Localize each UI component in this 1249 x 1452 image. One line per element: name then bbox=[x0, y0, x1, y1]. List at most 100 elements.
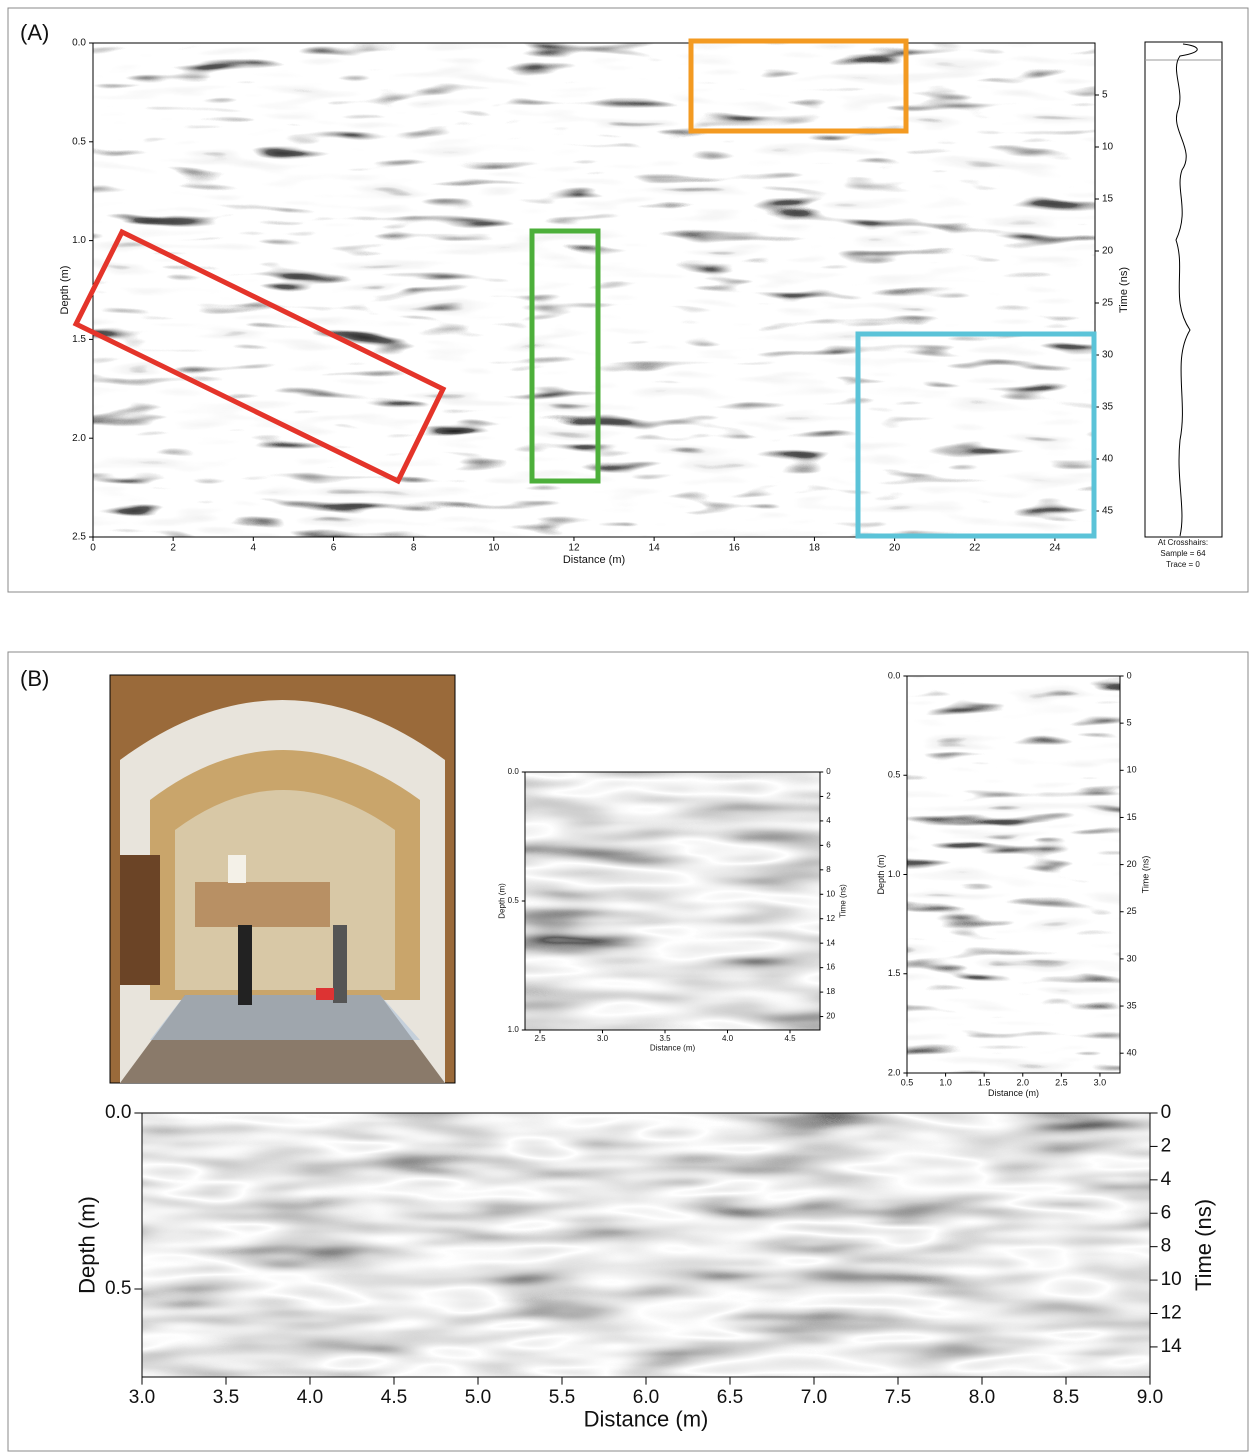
x-tick-label: 2.0 bbox=[1017, 1077, 1030, 1087]
y-tick-label: 0.0 bbox=[105, 1102, 131, 1123]
x-tick-label: 9.0 bbox=[1137, 1387, 1163, 1408]
y-tick-label: 0.5 bbox=[72, 136, 86, 147]
x-tick-label: 5.5 bbox=[549, 1387, 575, 1408]
y-tick-label: 0.5 bbox=[508, 896, 520, 905]
x-tick-label: 0.5 bbox=[901, 1077, 914, 1087]
x-tick-label: 8.5 bbox=[1053, 1387, 1079, 1408]
y-tick-label: 2.0 bbox=[72, 433, 86, 444]
x-tick-label: 0 bbox=[90, 543, 96, 554]
x-tick-label: 3.5 bbox=[659, 1034, 671, 1043]
trace-note: Trace = 0 bbox=[1166, 560, 1200, 569]
x-tick-label: 5.0 bbox=[465, 1387, 491, 1408]
x-tick-label: 4.0 bbox=[722, 1034, 734, 1043]
x-tick-label: 1.5 bbox=[978, 1077, 991, 1087]
y2-tick-label: 0 bbox=[826, 767, 831, 776]
y-tick-label: 0.5 bbox=[888, 770, 901, 780]
photo bbox=[110, 675, 455, 1083]
x-tick-label: 2.5 bbox=[534, 1034, 546, 1043]
radargram-image bbox=[142, 1113, 1150, 1377]
y2-tick-label: 8 bbox=[1161, 1236, 1172, 1257]
x-tick-label: 3.0 bbox=[597, 1034, 609, 1043]
x-tick-label: 24 bbox=[1049, 543, 1061, 554]
y-tick-label: 1.0 bbox=[508, 1025, 520, 1034]
y2-tick-label: 12 bbox=[826, 914, 835, 923]
y2-axis-label: Time (ns) bbox=[1191, 1199, 1216, 1291]
trace-panel bbox=[1145, 42, 1222, 537]
y-tick-label: 2.5 bbox=[72, 532, 86, 543]
trace-note: At Crosshairs: bbox=[1158, 538, 1208, 547]
y2-tick-label: 4 bbox=[826, 816, 831, 825]
y-axis-label: Depth (m) bbox=[59, 266, 71, 315]
x-tick-label: 16 bbox=[729, 543, 741, 554]
y2-tick-label: 45 bbox=[1102, 506, 1114, 517]
x-tick-label: 6 bbox=[331, 543, 337, 554]
x-axis-label: Distance (m) bbox=[563, 554, 625, 566]
x-tick-label: 14 bbox=[649, 543, 661, 554]
figure: (A) (B) At Crosshairs: Sample = 64 Trace… bbox=[0, 0, 1249, 1452]
y2-tick-label: 10 bbox=[1102, 142, 1114, 153]
x-tick-label: 3.5 bbox=[213, 1387, 239, 1408]
y2-axis-label: Time (ns) bbox=[1118, 267, 1130, 313]
x-tick-label: 1.0 bbox=[939, 1077, 952, 1087]
y-tick-label: 1.0 bbox=[888, 869, 901, 879]
x-tick-label: 2.5 bbox=[1055, 1077, 1068, 1087]
x-tick-label: 3.0 bbox=[1094, 1077, 1107, 1087]
y-axis-label: Depth (m) bbox=[498, 883, 507, 919]
y2-tick-label: 15 bbox=[1102, 194, 1114, 205]
x-tick-label: 4.5 bbox=[381, 1387, 407, 1408]
x-tick-label: 18 bbox=[809, 543, 821, 554]
y2-tick-label: 5 bbox=[1127, 718, 1132, 728]
y-tick-label: 0.0 bbox=[508, 767, 520, 776]
y-tick-label: 1.5 bbox=[888, 968, 901, 978]
y2-tick-label: 14 bbox=[1161, 1336, 1183, 1357]
y2-tick-label: 14 bbox=[826, 938, 835, 947]
y2-tick-label: 4 bbox=[1161, 1169, 1172, 1190]
x-tick-label: 6.0 bbox=[633, 1387, 659, 1408]
y2-tick-label: 0 bbox=[1161, 1102, 1172, 1123]
y2-tick-label: 12 bbox=[1161, 1303, 1182, 1324]
x-tick-label: 12 bbox=[568, 543, 580, 554]
radargram-image bbox=[525, 772, 820, 1030]
x-tick-label: 6.5 bbox=[717, 1387, 743, 1408]
y2-tick-label: 2 bbox=[1161, 1135, 1172, 1156]
x-tick-label: 22 bbox=[969, 543, 981, 554]
y2-tick-label: 16 bbox=[826, 963, 835, 972]
x-tick-label: 4.0 bbox=[297, 1387, 323, 1408]
x-tick-label: 2 bbox=[170, 543, 176, 554]
y2-tick-label: 10 bbox=[826, 889, 835, 898]
y-tick-label: 2.0 bbox=[888, 1067, 901, 1077]
y2-tick-label: 8 bbox=[826, 865, 831, 874]
x-tick-label: 20 bbox=[889, 543, 901, 554]
y2-tick-label: 40 bbox=[1127, 1048, 1137, 1058]
y-tick-label: 0.0 bbox=[888, 670, 901, 680]
x-tick-label: 8 bbox=[411, 543, 417, 554]
x-tick-label: 10 bbox=[488, 543, 500, 554]
x-tick-label: 7.5 bbox=[885, 1387, 911, 1408]
y2-axis-label: Time (ns) bbox=[838, 884, 847, 918]
y2-tick-label: 30 bbox=[1127, 953, 1137, 963]
x-tick-label: 4.5 bbox=[784, 1034, 796, 1043]
y2-tick-label: 10 bbox=[1161, 1269, 1182, 1290]
x-tick-label: 7.0 bbox=[801, 1387, 827, 1408]
x-axis-label: Distance (m) bbox=[988, 1088, 1039, 1098]
panel-label: (A) bbox=[20, 20, 49, 45]
trace-note: Sample = 64 bbox=[1160, 549, 1206, 558]
y2-tick-label: 35 bbox=[1102, 402, 1114, 413]
y2-tick-label: 20 bbox=[826, 1012, 835, 1021]
panel-label: (B) bbox=[20, 666, 49, 691]
y-tick-label: 0.5 bbox=[105, 1278, 131, 1299]
y2-tick-label: 35 bbox=[1127, 1000, 1137, 1010]
y-tick-label: 1.5 bbox=[72, 334, 86, 345]
y-axis-label: Depth (m) bbox=[75, 1196, 100, 1294]
radargram-image bbox=[907, 676, 1120, 1073]
x-axis-label: Distance (m) bbox=[650, 1044, 696, 1053]
y2-tick-label: 40 bbox=[1102, 454, 1114, 465]
x-tick-label: 8.0 bbox=[969, 1387, 995, 1408]
y-tick-label: 0.0 bbox=[72, 38, 86, 49]
y2-tick-label: 20 bbox=[1102, 246, 1114, 257]
y-tick-label: 1.0 bbox=[72, 235, 86, 246]
y2-tick-label: 18 bbox=[826, 987, 835, 996]
y2-tick-label: 6 bbox=[1161, 1202, 1172, 1223]
y2-tick-label: 0 bbox=[1127, 670, 1132, 680]
y2-tick-label: 20 bbox=[1127, 859, 1137, 869]
